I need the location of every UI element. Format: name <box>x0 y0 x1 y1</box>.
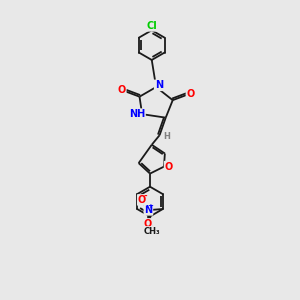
Text: N: N <box>155 80 163 90</box>
Text: O: O <box>165 162 173 172</box>
Text: O: O <box>144 219 152 229</box>
Text: O: O <box>118 85 126 95</box>
Text: Cl: Cl <box>146 21 157 31</box>
Text: O: O <box>186 88 195 98</box>
Text: N: N <box>144 205 152 215</box>
Text: H: H <box>164 132 170 141</box>
Text: +: + <box>148 202 153 208</box>
Text: -: - <box>144 191 148 200</box>
Text: O: O <box>138 195 146 205</box>
Text: CH₃: CH₃ <box>143 227 160 236</box>
Text: NH: NH <box>129 109 145 119</box>
